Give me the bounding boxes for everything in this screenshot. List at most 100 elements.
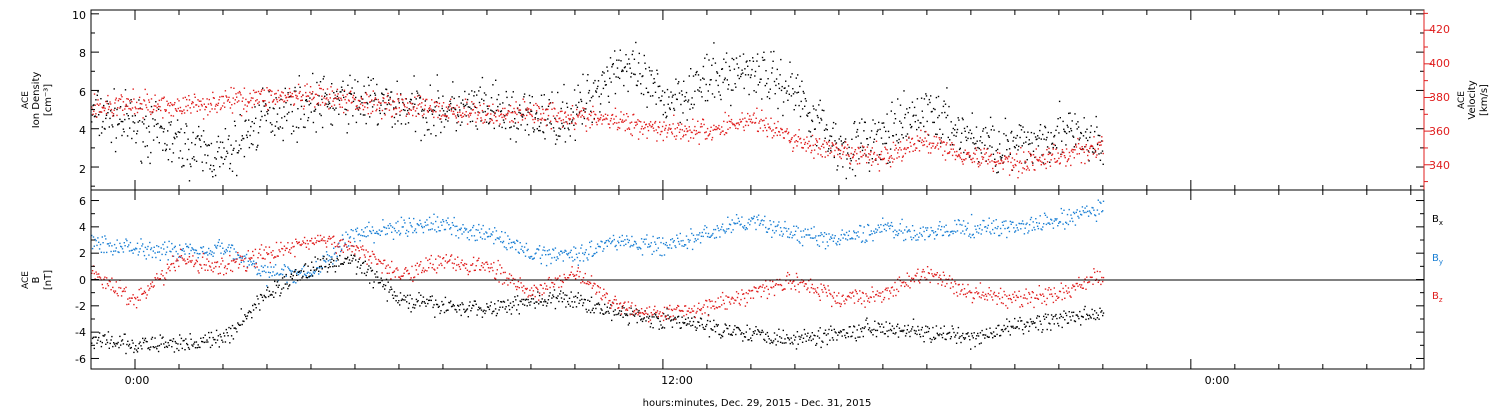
by-point (123, 242, 125, 244)
bx-point (879, 326, 881, 328)
velocity-point (175, 109, 177, 111)
bx-point (785, 342, 787, 344)
density-point (1017, 149, 1019, 151)
bx-point (874, 320, 876, 322)
velocity-point (873, 153, 875, 155)
density-point (942, 133, 944, 135)
by-point (267, 271, 270, 273)
velocity-point (1020, 162, 1023, 164)
bx-point (621, 305, 623, 308)
density-point (817, 116, 819, 119)
velocity-point (351, 101, 353, 103)
velocity-point (448, 103, 450, 106)
by-point (1005, 220, 1007, 222)
density-point (518, 111, 520, 114)
bx-point (743, 336, 746, 338)
velocity-point (523, 114, 525, 117)
by-point (527, 248, 529, 251)
velocity-point (491, 119, 493, 122)
density-point (424, 100, 426, 102)
bx-point (675, 318, 677, 320)
velocity-point (741, 112, 743, 114)
velocity-point (838, 149, 840, 151)
density-point (711, 64, 713, 66)
density-point (416, 90, 418, 92)
by-point (407, 231, 410, 233)
velocity-point (835, 146, 838, 148)
bx-point (607, 310, 609, 313)
velocity-point (583, 107, 586, 110)
by-point (959, 223, 961, 226)
velocity-point (535, 110, 538, 112)
velocity-point (104, 107, 106, 110)
by-point (648, 246, 651, 248)
velocity-point (1097, 148, 1099, 150)
velocity-point (814, 143, 816, 146)
by-point (270, 266, 272, 268)
velocity-point (325, 98, 327, 100)
velocity-point (720, 131, 722, 134)
by-point (885, 230, 887, 232)
by-point (1024, 227, 1026, 229)
bx-point (97, 339, 99, 341)
velocity-point (730, 121, 732, 123)
velocity-point (260, 90, 262, 93)
by-point (872, 240, 874, 242)
density-point (637, 80, 639, 82)
by-point (538, 249, 540, 251)
bx-point (120, 344, 122, 346)
by-point (413, 230, 416, 232)
velocity-point (770, 117, 772, 119)
by-point (678, 243, 681, 245)
density-point (1087, 139, 1089, 142)
bx-point (796, 331, 799, 333)
velocity-point (119, 107, 121, 109)
by-point (619, 244, 622, 247)
bx-point (709, 320, 711, 323)
velocity-point (885, 162, 888, 165)
velocity-point (119, 98, 122, 100)
density-point (540, 94, 543, 96)
density-point (644, 62, 646, 64)
density-point (789, 61, 791, 63)
velocity-point (907, 147, 909, 149)
bx-point (442, 304, 444, 306)
bx-point (127, 340, 129, 342)
bx-point (523, 304, 526, 306)
bx-point (222, 341, 224, 343)
velocity-point (989, 155, 992, 157)
by-point (411, 226, 413, 228)
bx-point (462, 303, 464, 306)
density-point (673, 107, 675, 110)
velocity-point (364, 106, 366, 108)
density-point (793, 109, 795, 111)
density-point (222, 163, 224, 165)
velocity-point (817, 153, 819, 155)
velocity-point (459, 111, 461, 113)
density-y-axis: 2 4 6 8 10 (72, 9, 1424, 187)
velocity-point (936, 144, 938, 146)
velocity-point (939, 138, 941, 141)
bx-point (823, 332, 825, 335)
velocity-point (984, 160, 987, 162)
by-point (904, 238, 907, 241)
density-point (990, 129, 992, 131)
density-point (543, 94, 545, 96)
density-point (555, 134, 557, 136)
by-point (753, 215, 755, 218)
by-point (808, 234, 810, 236)
velocity-point (754, 121, 757, 124)
by-point (317, 267, 319, 269)
velocity-point (792, 147, 795, 149)
density-point (800, 100, 802, 103)
density-point (663, 104, 665, 106)
by-point (97, 237, 99, 239)
density-point (232, 149, 234, 151)
density-point (269, 122, 272, 124)
by-point (333, 253, 336, 255)
velocity-point (962, 163, 964, 165)
by-point (740, 223, 742, 225)
density-point (802, 90, 804, 93)
velocity-point (571, 105, 574, 107)
density-point (527, 111, 529, 113)
